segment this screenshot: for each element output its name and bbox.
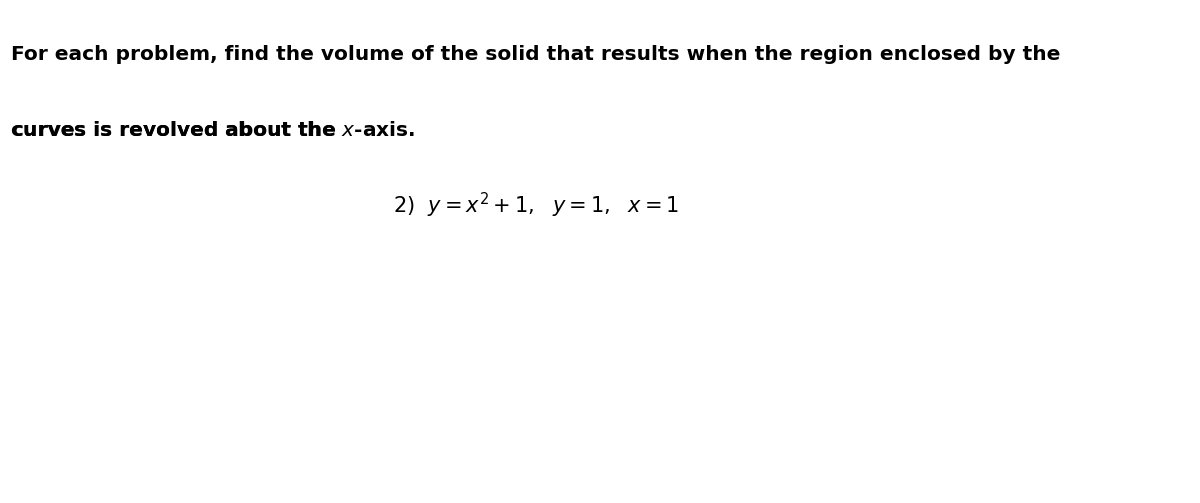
Text: 2)  $y = x^{2} + 1, \ \ y = 1, \ \ x = 1$: 2) $y = x^{2} + 1, \ \ y = 1, \ \ x = 1$ (392, 191, 679, 220)
Text: For each problem, find the volume of the solid that results when the region encl: For each problem, find the volume of the… (11, 45, 1060, 64)
Text: curves is revolved about the: curves is revolved about the (11, 121, 343, 140)
Text: curves is revolved about the $\mathit{x}$-axis.: curves is revolved about the $\mathit{x}… (11, 121, 415, 140)
